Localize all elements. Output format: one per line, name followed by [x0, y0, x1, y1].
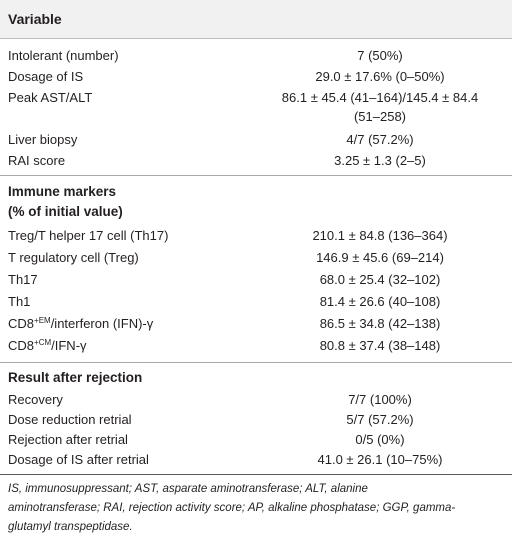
- row-value: 7 (50%): [357, 48, 403, 63]
- row-label: Intolerant (number): [8, 48, 119, 63]
- label-superscript: +EM: [34, 316, 51, 325]
- row-value: 80.8 ± 37.4 (38–148): [319, 338, 441, 353]
- table-row: CD8+CM/IFN-γ 80.8 ± 37.4 (38–148): [0, 336, 512, 356]
- row-value: 81.4 ± 26.6 (40–108): [319, 294, 441, 309]
- section-subtitle-immune: (% of initial value): [8, 204, 123, 219]
- table-row: Dose reduction retrial 5/7 (57.2%): [0, 410, 512, 430]
- row-label: Th1: [8, 294, 31, 309]
- row-value: 29.0 ± 17.6% (0–50%): [315, 69, 445, 84]
- row-label: Liver biopsy: [8, 132, 78, 147]
- row-value: 41.0 ± 26.1 (10–75%): [317, 452, 443, 467]
- row-label: Dose reduction retrial: [8, 412, 132, 427]
- section-divider: [0, 362, 512, 363]
- table-row: Treg/T helper 17 cell (Th17) 210.1 ± 84.…: [0, 226, 512, 246]
- table-row: T regulatory cell (Treg) 146.9 ± 45.6 (6…: [0, 248, 512, 268]
- row-label: Treg/T helper 17 cell (Th17): [8, 228, 169, 243]
- row-value: 210.1 ± 84.8 (136–364): [312, 228, 448, 243]
- footnote-line: glutamyl transpeptidase.: [8, 521, 133, 533]
- label-suffix: /interferon (IFN)-γ: [50, 316, 154, 331]
- table-row: Recovery 7/7 (100%): [0, 390, 512, 410]
- row-value: 4/7 (57.2%): [346, 132, 414, 147]
- label-suffix: /IFN-γ: [51, 338, 87, 353]
- section-title-result: Result after rejection: [8, 370, 143, 385]
- label-superscript: +CM: [34, 338, 52, 347]
- row-value-continued: (51–258): [353, 109, 407, 124]
- row-value: 5/7 (57.2%): [346, 412, 414, 427]
- row-label: CD8+CM/IFN-γ: [8, 336, 87, 356]
- footnote-line: IS, immunosuppressant; AST, asparate ami…: [8, 483, 368, 495]
- header-variable: Variable: [8, 11, 62, 27]
- table-footnote: IS, immunosuppressant; AST, asparate ami…: [8, 480, 504, 537]
- label-prefix: CD8: [8, 338, 35, 353]
- table-bottom-rule: [0, 474, 512, 475]
- row-label: Dosage of IS after retrial: [8, 452, 149, 467]
- row-label: Th17: [8, 272, 38, 287]
- row-label: CD8+EM/interferon (IFN)-γ: [8, 314, 153, 334]
- table-row: Th17 68.0 ± 25.4 (32–102): [0, 270, 512, 290]
- row-label: Dosage of IS: [8, 69, 84, 84]
- section-title-immune: Immune markers: [8, 184, 117, 199]
- footnote-line: aminotransferase; RAI, rejection activit…: [8, 502, 456, 514]
- row-value: 0/5 (0%): [355, 432, 405, 447]
- row-label: T regulatory cell (Treg): [8, 250, 139, 265]
- row-label: Rejection after retrial: [8, 432, 128, 447]
- row-value: 86.1 ± 45.4 (41–164)/145.4 ± 84.4: [281, 90, 479, 105]
- table-row: Dosage of IS after retrial 41.0 ± 26.1 (…: [0, 450, 512, 470]
- row-value: 146.9 ± 45.6 (69–214): [316, 250, 444, 265]
- row-label: RAI score: [8, 153, 66, 168]
- table-row: Th1 81.4 ± 26.6 (40–108): [0, 292, 512, 312]
- table-row: Peak AST/ALT 86.1 ± 45.4 (41–164)/145.4 …: [0, 88, 512, 108]
- row-value: 86.5 ± 34.8 (42–138): [319, 316, 441, 331]
- table-row: Liver biopsy 4/7 (57.2%): [0, 130, 512, 150]
- row-value: 3.25 ± 1.3 (2–5): [334, 153, 426, 168]
- table-header: Variable: [0, 0, 512, 39]
- row-value: 7/7 (100%): [348, 392, 412, 407]
- row-label: Peak AST/ALT: [8, 90, 93, 105]
- table-row: Rejection after retrial 0/5 (0%): [0, 430, 512, 450]
- table-row: Dosage of IS 29.0 ± 17.6% (0–50%): [0, 67, 512, 87]
- table-row: Intolerant (number) 7 (50%): [0, 46, 512, 66]
- row-label: Recovery: [8, 392, 63, 407]
- label-prefix: CD8: [8, 316, 35, 331]
- table-row: RAI score 3.25 ± 1.3 (2–5): [0, 151, 512, 171]
- table-row: CD8+EM/interferon (IFN)-γ 86.5 ± 34.8 (4…: [0, 314, 512, 334]
- row-value: 68.0 ± 25.4 (32–102): [319, 272, 441, 287]
- section-divider: [0, 175, 512, 176]
- table-row-continuation: (51–258): [0, 107, 512, 127]
